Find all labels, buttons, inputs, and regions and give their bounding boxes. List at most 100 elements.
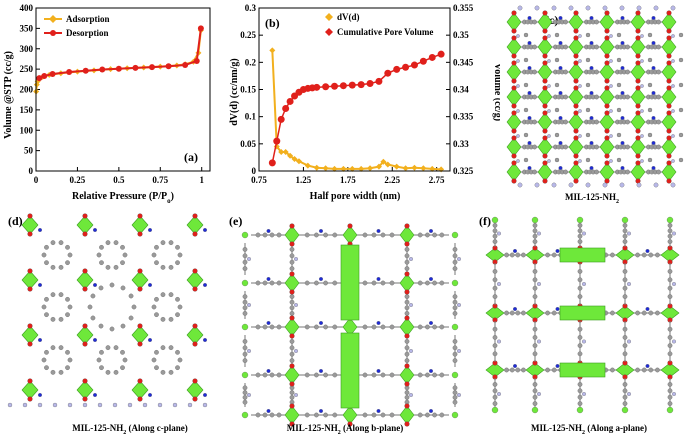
cumulative-point <box>322 83 330 91</box>
structure-f-art <box>485 216 680 414</box>
dvd-point <box>380 158 387 165</box>
dvd-point <box>322 165 329 172</box>
cumulative-point <box>339 82 347 90</box>
dvd-point <box>295 158 302 165</box>
dvd-point <box>384 161 391 168</box>
series-line-cumulative <box>271 53 442 164</box>
y-tick-label: 0.05 <box>240 139 256 149</box>
cumulative-point <box>313 83 321 91</box>
desorption-point <box>197 25 204 32</box>
desorption-point <box>36 75 43 82</box>
y-tick-label: 0.3 <box>245 3 257 13</box>
x-tick-label: 1.25 <box>296 175 312 185</box>
x-tick-label: 0.5 <box>113 175 125 185</box>
y2-tick-label: 0.325 <box>453 166 474 176</box>
legend-dvd: dV(d) <box>337 12 360 22</box>
panel-label-e: (e) <box>229 214 242 228</box>
x-tick-label: 2.75 <box>429 175 445 185</box>
dvd-point <box>411 164 418 171</box>
y-tick-label: 50 <box>24 146 34 156</box>
dvd-point <box>393 163 400 170</box>
dvd-point <box>367 165 374 172</box>
desorption-point <box>165 63 172 70</box>
y-tick-label: 0 <box>252 166 257 176</box>
chart-b-xlabel: Half pore width (nm) <box>310 191 401 202</box>
dvd-point <box>349 165 356 172</box>
dvd-point <box>313 164 320 171</box>
y2-tick-label: 0.35 <box>453 30 469 40</box>
x-tick-label: 1 <box>199 175 204 185</box>
panel-label-a: (a) <box>184 150 198 164</box>
structure-c: (c) MIL-125-NH2 <box>506 5 684 205</box>
cumulative-point <box>402 63 410 71</box>
y2-tick-label: 0.345 <box>453 57 474 67</box>
desorption-point <box>49 71 56 78</box>
y-tick-label: 300 <box>20 44 34 54</box>
dvd-point <box>278 148 285 155</box>
y2-tick-label: 0.33 <box>453 139 469 149</box>
y-tick-label: 0.2 <box>245 57 257 67</box>
y2-tick-label: 0.335 <box>453 112 474 122</box>
legend-desorption: Desorption <box>66 28 109 38</box>
cumulative-point <box>277 115 285 123</box>
y-tick-label: 0 <box>29 166 34 176</box>
dvd-point <box>282 148 289 155</box>
cumulative-point <box>331 82 339 90</box>
panel-label-b: (b) <box>265 16 280 30</box>
y-tick-label: 200 <box>20 85 34 95</box>
caption-d: MIL-125-NH2 (Along c-plane) <box>72 423 188 436</box>
structure-e-art <box>241 223 461 427</box>
y-tick-label: 250 <box>20 64 34 74</box>
dvd-point <box>420 165 427 172</box>
dvd-point <box>269 47 276 54</box>
caption-e: MIL-125-NH2 (Along b-plane) <box>287 423 404 436</box>
cumulative-point <box>268 159 276 167</box>
y-tick-label: 150 <box>20 105 34 115</box>
desorption-point <box>99 66 106 73</box>
desorption-point <box>41 73 48 80</box>
chart-b-legend: dV(d) Cumulative Pore Volume <box>325 12 433 37</box>
cumulative-point <box>357 81 365 89</box>
structure-c-art <box>506 5 684 188</box>
chart-a-ylabel: Volume @STP (cc/g) <box>3 51 14 139</box>
desorption-point <box>115 65 122 72</box>
dvd-point <box>375 163 382 170</box>
caption-c: MIL-125-NH2 <box>565 192 619 205</box>
cumulative-point <box>384 69 392 77</box>
y-tick-label: 0.1 <box>245 112 257 122</box>
x-tick-label: 0.75 <box>152 175 168 185</box>
caption-f: MIL-125-NH2 (Along a-plane) <box>531 423 647 436</box>
x-tick-label: 0 <box>34 175 39 185</box>
cumulative-point <box>375 77 383 85</box>
chart-a-frame <box>35 7 211 172</box>
panel-label-f: (f) <box>479 214 491 228</box>
panel-label-d: (d) <box>8 214 23 228</box>
legend-adsorption: Adsorption <box>66 14 110 24</box>
desorption-point <box>149 64 155 71</box>
desorption-point <box>193 57 200 64</box>
desorption-point <box>82 67 89 74</box>
y-tick-label: 0.25 <box>240 30 256 40</box>
x-tick-label: 0.75 <box>251 175 267 185</box>
y-tick-label: 350 <box>20 23 34 33</box>
y-tick-label: 100 <box>20 125 34 135</box>
desorption-point <box>66 68 73 75</box>
dvd-point <box>287 152 294 159</box>
dvd-point <box>291 156 298 163</box>
cumulative-point <box>437 50 445 58</box>
desorption-point <box>132 64 139 71</box>
chart-a-xlabel: Relative Pressure (P/Po) <box>72 191 174 205</box>
cumulative-point <box>282 105 290 113</box>
structure-e: (e) MIL-125-NH2 (Along b-plane) <box>229 214 461 436</box>
y2-tick-label: 0.355 <box>453 3 474 13</box>
structure-d: (d) MIL-125-NH2 (Along c-plane) <box>7 213 208 436</box>
cumulative-point <box>348 81 356 89</box>
cumulative-point <box>286 97 294 105</box>
chart-b-y2label: Volume (cc/g) <box>492 63 500 121</box>
y2-tick-label: 0.34 <box>453 85 469 95</box>
chart-a: Volume @STP (cc/g) 0 50 100 150 200 250 300 350… <box>3 3 211 205</box>
cumulative-point <box>273 137 281 145</box>
dvd-point <box>402 165 409 172</box>
dvd-point <box>304 162 311 169</box>
y-tick-label: 0.15 <box>240 85 256 95</box>
